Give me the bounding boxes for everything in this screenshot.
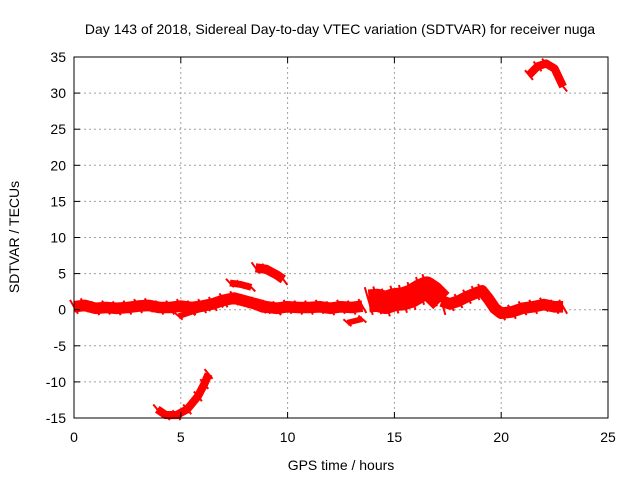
data-point: [477, 283, 487, 299]
data-point: [214, 299, 224, 309]
data-point: [174, 311, 184, 321]
data-point: [528, 299, 539, 315]
data-point: [541, 58, 551, 69]
data-point: [261, 263, 272, 276]
data-point: [336, 299, 346, 315]
data-point: [246, 301, 256, 310]
series-peak-near-22: [526, 59, 567, 89]
data-point: [201, 303, 212, 312]
data-point: [225, 296, 235, 305]
data-point: [250, 261, 261, 274]
series-seg-13: [346, 316, 364, 326]
y-tick-label: 10: [50, 230, 66, 246]
data-point: [122, 300, 133, 315]
data-point: [304, 300, 314, 315]
y-tick-label: 0: [58, 302, 66, 318]
data-point: [357, 298, 368, 314]
data-point: [225, 278, 235, 288]
y-tick-label: -10: [46, 374, 66, 390]
data-point: [549, 63, 560, 75]
data-series: [69, 58, 569, 421]
y-tick-label: 25: [50, 121, 66, 137]
data-point: [539, 297, 549, 313]
data-point: [143, 297, 154, 313]
data-point: [79, 297, 90, 313]
data-point: [397, 284, 408, 314]
data-point: [558, 81, 568, 93]
data-point: [235, 279, 246, 290]
data-point: [421, 273, 432, 303]
data-point: [453, 293, 464, 309]
data-point: [314, 299, 325, 315]
series-seg-8.5: [254, 263, 286, 284]
data-point: [346, 300, 357, 315]
data-point: [380, 288, 391, 317]
data-point: [406, 281, 417, 311]
data-point: [272, 306, 282, 316]
y-tick-label: -15: [46, 410, 66, 426]
y-axis-label: SDTVAR / TECUs: [6, 181, 22, 293]
data-point: [342, 318, 353, 327]
x-tick-label: 25: [600, 429, 616, 445]
data-point: [182, 403, 192, 415]
data-point: [389, 285, 400, 314]
y-tick-label: 5: [58, 266, 66, 282]
data-point: [278, 273, 289, 286]
data-point: [517, 300, 528, 316]
data-point: [507, 304, 517, 320]
data-point: [257, 305, 267, 314]
data-point: [246, 282, 257, 293]
data-point: [272, 268, 282, 282]
data-point: [111, 300, 122, 316]
data-point: [193, 390, 203, 402]
data-point: [133, 298, 143, 314]
data-point: [363, 286, 374, 316]
data-point: [203, 368, 214, 380]
x-tick-label: 10: [280, 429, 296, 445]
chart-title: Day 143 of 2018, Sidereal Day-to-day VTE…: [85, 21, 595, 37]
x-axis-label: GPS time / hours: [288, 457, 395, 473]
x-tick-label: 20: [493, 429, 509, 445]
data-point: [532, 60, 543, 72]
data-point: [282, 299, 293, 315]
data-point: [101, 300, 111, 315]
y-tick-label: 35: [50, 49, 66, 65]
data-point: [175, 298, 186, 314]
data-point: [445, 296, 455, 312]
x-tick-label: 15: [387, 429, 403, 445]
data-point: [415, 276, 425, 306]
data-point: [496, 305, 507, 321]
data-point: [199, 378, 210, 390]
y-tick-label: 15: [50, 193, 66, 209]
axes: 0 5 10 15 20 25 -15 -10 -5 0 5 10 15 20 25 30 35: [46, 49, 616, 445]
grid-lines: [74, 57, 608, 418]
data-point: [325, 300, 336, 316]
data-point: [165, 300, 175, 315]
data-point: [524, 69, 534, 81]
data-point: [462, 289, 472, 305]
y-tick-label: 20: [50, 157, 66, 173]
y-tick-label: -5: [54, 338, 67, 354]
data-point: [154, 300, 165, 315]
data-point: [152, 403, 163, 415]
data-point: [549, 299, 560, 315]
data-point: [90, 300, 101, 316]
data-point: [186, 307, 197, 317]
series-noisy-band-14-17: [365, 276, 450, 315]
data-point: [427, 278, 438, 307]
data-point: [489, 300, 500, 316]
data-point: [357, 314, 368, 324]
data-point: [293, 300, 304, 315]
data-point: [470, 285, 481, 301]
x-tick-label: 0: [70, 429, 78, 445]
data-point: [235, 298, 246, 307]
data-point: [558, 299, 569, 315]
x-tick-label: 5: [177, 429, 185, 445]
data-point: [372, 286, 383, 315]
data-point: [436, 293, 447, 309]
y-tick-label: 30: [50, 85, 66, 101]
